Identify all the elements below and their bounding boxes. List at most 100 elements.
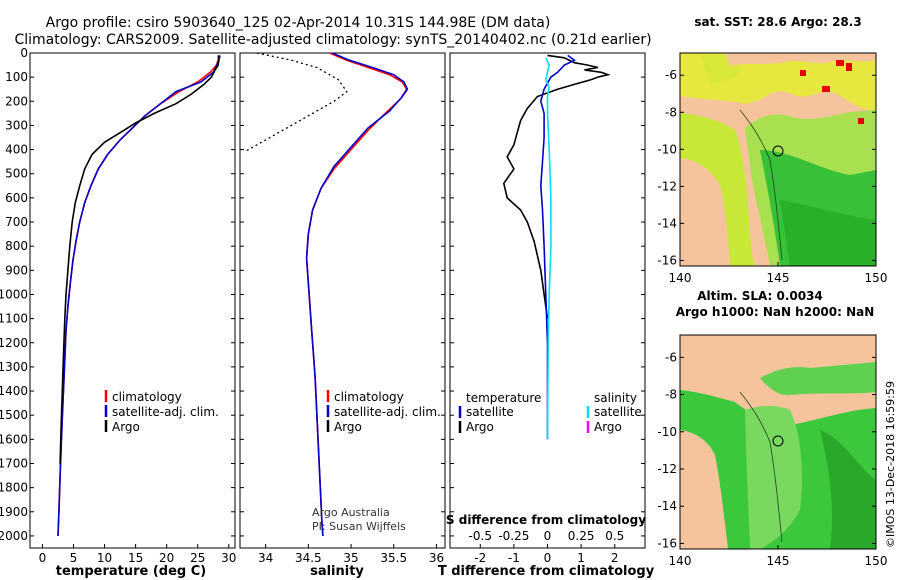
- map-lon-label: 140: [669, 271, 692, 285]
- map-lat-label: -8: [665, 388, 677, 402]
- map-lat-label: -14: [657, 499, 677, 513]
- difference-panel: -2 -1 0 1 2 -0.5 -0.25 0 0.25 0.5 temperature sat…: [438, 52, 655, 579]
- series-line-satellite-adj-clim-: [57, 55, 221, 536]
- x-tick-label: 5: [70, 551, 78, 565]
- depth-tick-label: 1900: [0, 505, 28, 519]
- s-difference-label: S difference from climatology: [446, 513, 646, 527]
- sla-map-title-2: Argo h1000: NaN h2000: NaN: [676, 305, 875, 319]
- depth-tick-label: 600: [5, 191, 28, 205]
- map-lat-label: -14: [657, 216, 677, 230]
- sst-map-image: [680, 53, 876, 266]
- map-lat-label: -16: [657, 536, 677, 550]
- sla-map-image: [680, 335, 876, 549]
- depth-tick-label: 1600: [0, 432, 28, 446]
- map-lon-label: 145: [767, 554, 790, 568]
- sst-float-location: [772, 145, 784, 157]
- header-line-1: Argo profile: csiro 5903640_125 02-Apr-2…: [46, 15, 551, 31]
- x-tick-label: 1: [577, 551, 585, 565]
- map-lat-label: -6: [665, 350, 677, 364]
- series-line-argo: [243, 52, 348, 153]
- sst-map-title: sat. SST: 28.6 Argo: 28.3: [694, 15, 861, 29]
- legend-t-satellite-label: satellite: [466, 405, 514, 419]
- legend-t-argo-label: Argo: [466, 420, 494, 434]
- credit-line-2: PI: Susan Wijffels: [312, 520, 406, 533]
- salinity-x-axis: 34 34.5 35 35.5 36: [240, 52, 445, 565]
- map-lat-label: -12: [657, 462, 677, 476]
- x-tick-label: 15: [128, 551, 143, 565]
- legend-s-argo-label: Argo: [594, 420, 622, 434]
- map-lon-label: 145: [767, 271, 790, 285]
- x-tick-label: 34.5: [295, 551, 322, 565]
- s-tick-label: -0.25: [498, 529, 529, 543]
- sla-map-y-axis: -6 -8 -10 -12 -14 -16: [657, 350, 876, 550]
- x-tick-label: 30: [221, 551, 236, 565]
- depth-tick-label: 1100: [0, 312, 28, 326]
- difference-lines: [502, 54, 611, 440]
- s-tick-label: 0: [544, 529, 552, 543]
- salinity-legend: climatology satellite-adj. clim. Argo: [326, 390, 441, 434]
- x-tick-label: 34: [258, 551, 273, 565]
- x-tick-label: 0: [39, 551, 47, 565]
- temperature-x-axis: 0 5 10 15 20 25 30: [30, 52, 236, 565]
- temperature-legend: climatology satellite-adj. clim. Argo: [104, 390, 219, 434]
- map-lon-label: 150: [865, 271, 888, 285]
- series-line-satellite-adj-clim-: [305, 52, 409, 536]
- depth-tick-label: 1000: [0, 287, 28, 301]
- x-tick-label: 2: [611, 551, 619, 565]
- s-tick-label: 0.5: [605, 529, 624, 543]
- legend-climatology-label: climatology: [112, 390, 182, 404]
- x-tick-label: 35: [343, 551, 358, 565]
- map-lon-label: 150: [865, 554, 888, 568]
- series-line-t-satellite: [539, 54, 576, 440]
- series-line-argo: [59, 55, 220, 464]
- depth-tick-label: 900: [5, 263, 28, 277]
- depth-tick-label: 800: [5, 239, 28, 253]
- temperature-lines: [57, 55, 221, 536]
- depth-tick-label: 400: [5, 143, 28, 157]
- series-line-s-satellite: [544, 57, 552, 440]
- s-tick-label: -0.5: [469, 529, 492, 543]
- difference-plot-frame: [449, 52, 646, 549]
- s-tick-label: 0.25: [568, 529, 595, 543]
- map-lat-label: -6: [665, 68, 677, 82]
- sla-float-location: [772, 435, 784, 447]
- depth-tick-label: 500: [5, 167, 28, 181]
- sla-map-panel: Altim. SLA: 0.0034 Argo h1000: NaN h2000…: [657, 289, 887, 568]
- salinity-panel: 34 34.5 35 35.5 36 climatology satellite-adj…: [239, 52, 446, 579]
- legend-s-satellite-label: satellite: [594, 405, 642, 419]
- depth-tick-label: 1700: [0, 456, 28, 470]
- credit-line-1: Argo Australia: [312, 506, 390, 519]
- difference-legend-temperature: temperature satellite Argo: [458, 391, 541, 434]
- difference-x-axis: -2 -1 0 1 2 -0.5 -0.25 0 0.25 0.5: [450, 52, 645, 565]
- t-difference-label: T difference from climatology: [438, 564, 655, 579]
- temperature-x-label: temperature (deg C): [56, 564, 206, 579]
- depth-tick-label: 700: [5, 215, 28, 229]
- depth-tick-label: 1300: [0, 360, 28, 374]
- header-line-2: Climatology: CARS2009. Satellite-adjuste…: [14, 32, 651, 48]
- temperature-plot-frame: [29, 52, 236, 549]
- x-tick-label: 35.5: [380, 551, 407, 565]
- imos-timestamp: ©IMOS 13-Dec-2018 16:59:59: [884, 381, 897, 548]
- sst-map-y-axis: -6 -8 -10 -12 -14 -16: [657, 68, 876, 267]
- x-tick-label: 0: [544, 551, 552, 565]
- salinity-plot-frame: [239, 52, 446, 549]
- map-lat-label: -10: [657, 142, 677, 156]
- salinity-x-label: salinity: [310, 564, 364, 579]
- salinity-lines: [243, 52, 409, 536]
- depth-tick-label: 2000: [0, 529, 28, 543]
- legend-argo-label: Argo: [112, 420, 140, 434]
- depth-tick-label: 200: [5, 94, 28, 108]
- depth-axis: 0 100 200 300 400 500 600 700 800 900 1000 1100 1200…: [0, 46, 28, 543]
- x-tick-label: 25: [190, 551, 205, 565]
- depth-tick-label: 100: [5, 70, 28, 84]
- map-lon-label: 140: [669, 554, 692, 568]
- depth-tick-label: 1500: [0, 408, 28, 422]
- x-tick-label: 20: [159, 551, 174, 565]
- depth-tick-label: 1200: [0, 336, 28, 350]
- legend-satellite-label: satellite-adj. clim.: [112, 405, 219, 419]
- sst-map-panel: sat. SST: 28.6 Argo: 28.3 -6 -8 -10 -12: [657, 15, 887, 285]
- series-line-t-argo: [502, 54, 611, 319]
- sla-map-title-1: Altim. SLA: 0.0034: [697, 289, 823, 303]
- depth-tick-label: 300: [5, 118, 28, 132]
